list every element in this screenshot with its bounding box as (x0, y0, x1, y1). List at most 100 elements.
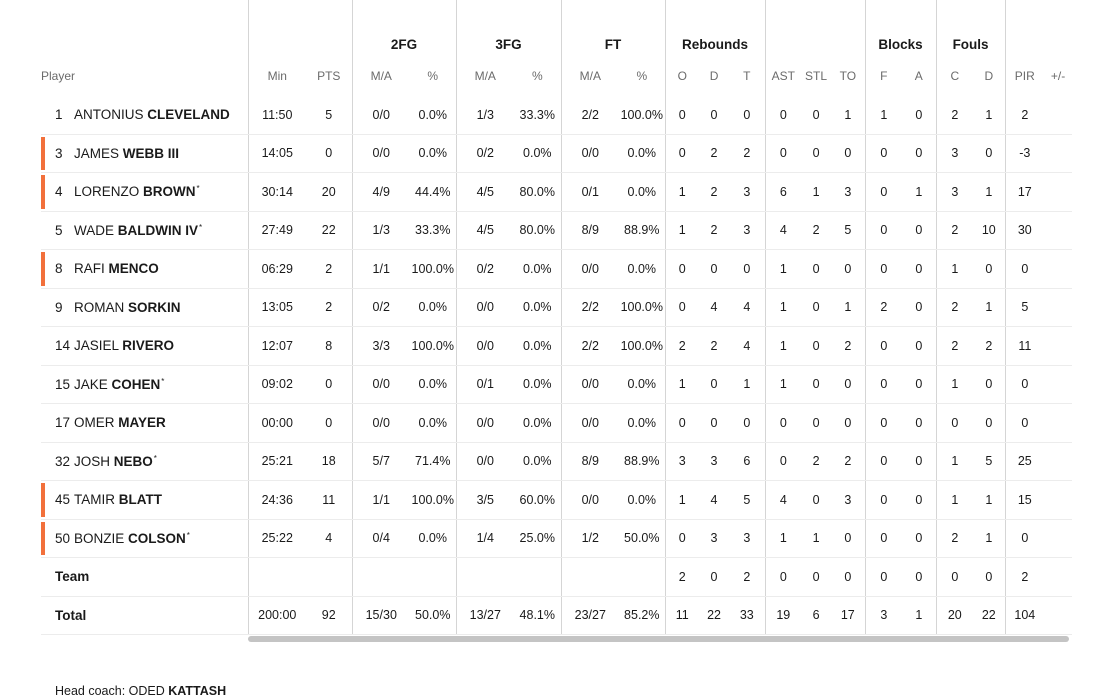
cell-to: 0 (831, 557, 866, 597)
cell-plus-minus (1044, 288, 1073, 327)
player-row: 17 OMER MAYER 00:00 0 0/0 0.0% 0/0 0.0% 0/0 0.0% 0… (41, 403, 1073, 443)
player-last-name: MENCO (108, 261, 159, 277)
cell-min: 06:29 (247, 249, 306, 289)
cell-3fg-pct: 80.0% (514, 172, 562, 212)
player-number: 1 (55, 107, 63, 123)
cell-ft-pct: 100.0% (619, 288, 666, 327)
cell-pir: 25 (1004, 442, 1045, 481)
cell-reb-d: 0 (699, 403, 730, 443)
player-number: 3 (55, 145, 63, 161)
cell-pir: 104 (1004, 596, 1045, 635)
col-player[interactable]: Player (41, 69, 76, 83)
col-ast[interactable]: AST (764, 52, 802, 96)
cell-reb-t: 4 (729, 288, 766, 327)
player-name-cell[interactable]: 9 ROMAN SORKIN (41, 288, 248, 327)
cell-2fg-ma: 1/3 (351, 211, 410, 250)
col-stl[interactable]: STL (805, 69, 828, 83)
cell-ft-pct: 0.0% (619, 172, 666, 212)
col-fouls-d[interactable]: D (984, 69, 994, 83)
cell-ft-pct: 100.0% (619, 96, 666, 135)
cell-ft-pct: 0.0% (619, 249, 666, 289)
col-pts[interactable]: PTS (317, 69, 341, 83)
cell-pir: 0 (1004, 403, 1045, 443)
cell-ft-ma: 0/0 (560, 249, 620, 289)
group-3fg: 3FG (455, 0, 562, 52)
cell-reb-t: 1 (729, 365, 766, 404)
col-plus-minus[interactable]: +/- (1050, 69, 1066, 83)
col-blk-f[interactable]: F (864, 52, 903, 96)
player-name-cell[interactable]: 8 RAFI MENCO (41, 249, 248, 289)
cell-fouls-d: 1 (973, 96, 1006, 135)
col-3fg-ma[interactable]: M/A (455, 52, 515, 96)
cell-min: 30:14 (247, 172, 306, 212)
cell-pts: 0 (306, 365, 352, 404)
cell-2fg-ma: 0/0 (351, 96, 410, 135)
cell-reb-t: 0 (729, 249, 766, 289)
cell-fouls-d: 10 (973, 211, 1006, 250)
col-ft-pct[interactable]: % (636, 69, 648, 83)
player-name-cell[interactable]: 3 JAMES WEBB III (41, 134, 248, 173)
col-pir[interactable]: PIR (1004, 52, 1045, 96)
col-ft-ma[interactable]: M/A (560, 52, 620, 96)
player-mark: * (161, 376, 165, 386)
col-2fg-ma[interactable]: M/A (351, 52, 410, 96)
cell-min: 13:05 (247, 288, 306, 327)
col-blk-a[interactable]: A (914, 69, 923, 83)
cell-min (247, 557, 306, 597)
cell-ft-ma: 2/2 (560, 288, 620, 327)
player-number: 14 (55, 338, 71, 354)
cell-plus-minus (1044, 442, 1073, 481)
player-last-name: COLSON (128, 530, 186, 546)
col-min[interactable]: Min (247, 52, 306, 96)
cell-blk-f: 1 (864, 96, 903, 135)
player-name-cell[interactable]: 4 LORENZO BROWN* (41, 172, 248, 212)
cell-blk-f: 0 (864, 442, 903, 481)
col-fouls-c[interactable]: C (935, 52, 974, 96)
cell-reb-o: 0 (664, 403, 700, 443)
cell-ft-ma: 1/2 (560, 519, 620, 558)
head-coach-last: KATTASH (168, 684, 227, 698)
group-ft: FT (560, 0, 666, 52)
player-name-cell[interactable]: 14 JASIEL RIVERO (41, 326, 248, 366)
player-name-cell[interactable]: 5 WADE BALDWIN IV* (41, 211, 248, 250)
cell-min: 200:00 (247, 596, 306, 635)
cell-min: 27:49 (247, 211, 306, 250)
cell-blk-f: 0 (864, 480, 903, 520)
team-row: Team 2 0 2 0 0 0 0 0 0 0 2 (41, 557, 1073, 597)
cell-3fg-ma: 0/2 (455, 249, 515, 289)
cell-blk-f: 2 (864, 288, 903, 327)
player-name-cell[interactable]: 17 OMER MAYER (41, 403, 248, 443)
cell-3fg-ma: 0/0 (455, 442, 515, 481)
player-name-cell[interactable]: 15 JAKE COHEN* (41, 365, 248, 404)
player-name-cell[interactable]: 50 BONZIE COLSON* (41, 519, 248, 558)
cell-blk-a: 1 (902, 596, 937, 635)
horizontal-scrollbar[interactable] (248, 636, 1069, 642)
col-reb-d[interactable]: D (709, 69, 719, 83)
group-header-row: 2FG 3FG FT Rebounds Blocks Fouls (41, 0, 1072, 52)
cell-3fg-ma: 13/27 (455, 596, 515, 635)
col-to[interactable]: TO (839, 69, 857, 83)
cell-ft-ma (560, 557, 620, 597)
cell-blk-f: 0 (864, 172, 903, 212)
cell-3fg-ma: 4/5 (455, 211, 515, 250)
cell-fouls-d: 22 (973, 596, 1006, 635)
player-name-cell[interactable]: 1 ANTONIUS CLEVELAND (41, 96, 248, 135)
col-2fg-pct[interactable]: % (427, 69, 439, 83)
cell-ft-pct: 50.0% (619, 519, 666, 558)
col-reb-o[interactable]: O (664, 52, 700, 96)
player-last-name: COHEN (111, 376, 161, 392)
col-3fg-pct[interactable]: % (531, 69, 543, 83)
cell-ft-pct: 88.9% (619, 211, 666, 250)
col-reb-t[interactable]: T (743, 69, 751, 83)
cell-fouls-c: 2 (935, 96, 974, 135)
cell-reb-t: 33 (729, 596, 766, 635)
cell-blk-a: 0 (902, 249, 937, 289)
cell-plus-minus (1044, 211, 1073, 250)
player-name-cell[interactable]: 32 JOSH NEBO* (41, 442, 248, 481)
cell-3fg-ma: 0/0 (455, 288, 515, 327)
cell-ast: 19 (764, 596, 802, 635)
player-name-cell[interactable]: 45 TAMIR BLATT (41, 480, 248, 520)
cell-ast: 0 (764, 403, 802, 443)
cell-blk-a: 1 (902, 172, 937, 212)
cell-pts: 5 (306, 96, 352, 135)
